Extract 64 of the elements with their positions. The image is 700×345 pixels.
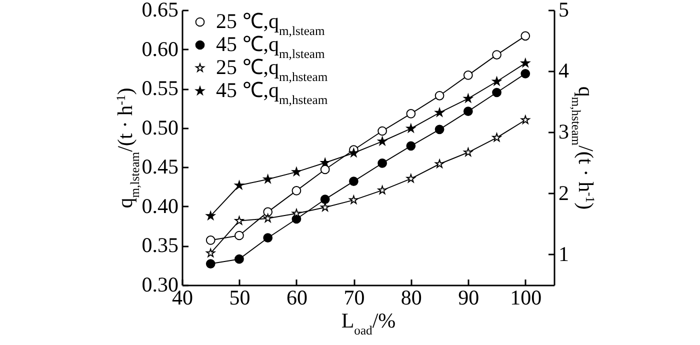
point xyxy=(378,158,387,168)
y2-tick-label: 2 xyxy=(558,180,569,205)
point xyxy=(520,58,530,68)
point xyxy=(206,211,216,220)
point xyxy=(206,236,216,245)
point xyxy=(234,254,244,264)
point xyxy=(378,186,387,194)
point xyxy=(492,76,502,86)
x-tick-label: 80 xyxy=(400,286,422,310)
point xyxy=(320,164,330,174)
x-tick-label: 70 xyxy=(344,286,365,310)
point xyxy=(234,180,244,190)
point xyxy=(492,50,502,60)
point xyxy=(263,233,273,243)
point xyxy=(320,158,330,167)
x-tick-label: 60 xyxy=(286,286,308,310)
point xyxy=(349,148,358,157)
point xyxy=(492,88,502,98)
point xyxy=(464,148,473,156)
point xyxy=(434,90,444,100)
point xyxy=(263,174,272,184)
point xyxy=(463,70,473,80)
x-tick-label: 100 xyxy=(510,286,542,310)
point xyxy=(435,108,444,117)
point xyxy=(206,259,216,268)
point xyxy=(464,94,473,102)
point xyxy=(406,109,416,118)
point xyxy=(406,141,416,151)
point xyxy=(406,124,416,132)
point xyxy=(320,194,330,204)
point xyxy=(520,31,530,41)
point xyxy=(492,133,502,142)
y-tick-label: 0.40 xyxy=(142,194,178,218)
y-tick-label: 0.35 xyxy=(142,233,178,258)
point xyxy=(234,216,244,225)
y2-tick-label: 4 xyxy=(558,58,570,83)
x-tick-label: 50 xyxy=(229,286,250,310)
point xyxy=(206,248,216,258)
point xyxy=(434,124,444,134)
point xyxy=(320,202,330,212)
y2-tick-label: 5 xyxy=(558,0,569,22)
point xyxy=(292,167,301,176)
x-axis-title: L$_{oad}$/% xyxy=(341,308,396,338)
point xyxy=(406,174,416,183)
y-tick-label: 0.50 xyxy=(142,115,178,140)
point xyxy=(435,159,444,168)
y2-tick-label: 3 xyxy=(558,120,569,144)
x-tick-label: 90 xyxy=(458,286,480,310)
point xyxy=(263,207,273,217)
point xyxy=(349,176,358,186)
point xyxy=(378,136,387,146)
point xyxy=(292,186,302,196)
y-tick-label: 0.55 xyxy=(142,76,178,100)
y-tick-label: 0.60 xyxy=(142,36,178,61)
point xyxy=(520,115,530,124)
y2-tick-label: 1 xyxy=(558,242,569,266)
point xyxy=(520,68,530,78)
point xyxy=(349,195,358,204)
point xyxy=(234,230,244,240)
y-tick-label: 0.45 xyxy=(142,154,178,179)
y-tick-label: 0.65 xyxy=(142,0,178,22)
point xyxy=(263,214,272,222)
point xyxy=(463,106,473,116)
point xyxy=(378,126,387,136)
